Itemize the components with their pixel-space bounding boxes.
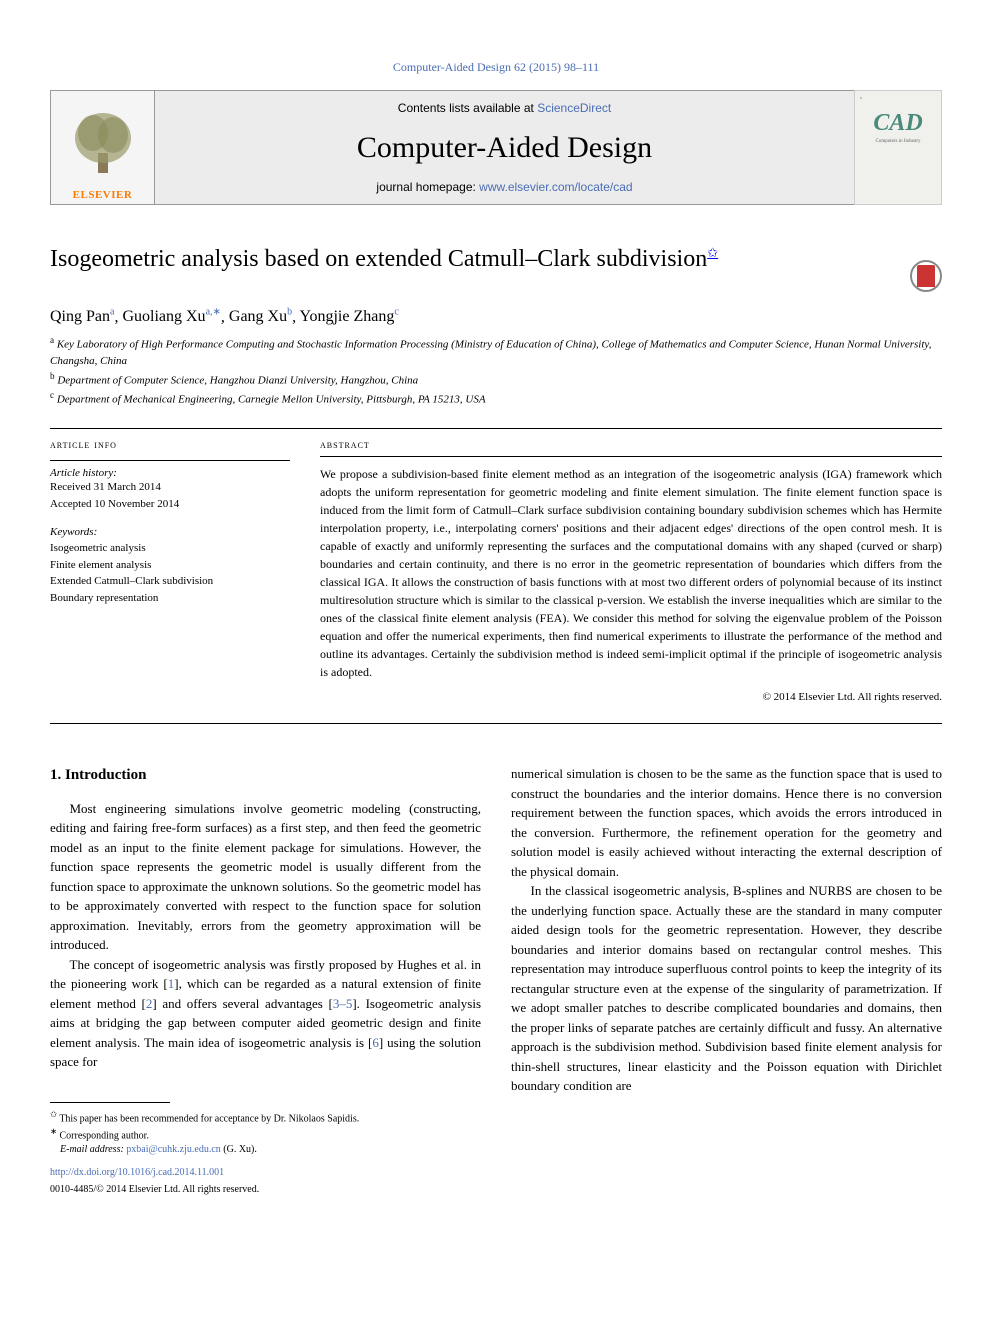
footnote: ∗ Corresponding author. [50, 1126, 481, 1143]
body-paragraph: Most engineering simulations involve geo… [50, 799, 481, 955]
footnote-email: E-mail address: pxbai@cuhk.zju.edu.cn (G… [50, 1143, 481, 1157]
divider [50, 428, 942, 429]
cad-cover-logo: CAD [873, 110, 922, 137]
homepage-line: journal homepage: www.elsevier.com/locat… [376, 180, 632, 194]
history-dates: Received 31 March 2014 Accepted 10 Novem… [50, 479, 290, 512]
header-center: Contents lists available at ScienceDirec… [155, 90, 854, 205]
abstract-text: We propose a subdivision-based finite el… [320, 465, 942, 681]
author: Qing Pana [50, 308, 114, 325]
authors-list: Qing Pana, Guoliang Xua,∗, Gang Xub, Yon… [50, 307, 942, 326]
crossmark-icon[interactable] [910, 260, 942, 292]
contents-available-line: Contents lists available at ScienceDirec… [398, 101, 611, 115]
journal-header-box: ELSEVIER Contents lists available at Sci… [50, 90, 942, 205]
article-title: Isogeometric analysis based on extended … [50, 245, 718, 273]
body-paragraph: In the classical isogeometric analysis, … [511, 881, 942, 1096]
divider [50, 723, 942, 724]
article-info-heading: article info [50, 437, 290, 452]
body-columns: 1. Introduction Most engineering simulat… [50, 764, 942, 1197]
homepage-link[interactable]: www.elsevier.com/locate/cad [479, 180, 632, 194]
keywords-list: Isogeometric analysis Finite element ana… [50, 540, 290, 606]
citation-header: Computer-Aided Design 62 (2015) 98–111 [50, 60, 942, 75]
section-heading: 1. Introduction [50, 764, 481, 787]
elsevier-logo: ELSEVIER [50, 90, 155, 205]
doi-link[interactable]: http://dx.doi.org/10.1016/j.cad.2014.11.… [50, 1167, 224, 1178]
citation-link[interactable]: Computer-Aided Design 62 (2015) 98–111 [393, 60, 599, 74]
doi-line: http://dx.doi.org/10.1016/j.cad.2014.11.… [50, 1165, 481, 1180]
abstract-column: abstract We propose a subdivision-based … [320, 437, 942, 703]
keywords-label: Keywords: [50, 526, 290, 538]
journal-title: Computer-Aided Design [357, 131, 652, 165]
copyright-footer: 0010-4485/© 2014 Elsevier Ltd. All right… [50, 1182, 481, 1197]
author: Yongjie Zhangc [300, 308, 399, 325]
body-paragraph: numerical simulation is chosen to be the… [511, 764, 942, 881]
abstract-heading: abstract [320, 437, 942, 452]
journal-cover-thumbnail: ▫ CAD Computers in Industry [854, 90, 942, 205]
citation-ref[interactable]: 3–5 [333, 996, 353, 1011]
article-info-column: article info Article history: Received 3… [50, 437, 290, 703]
corresponding-email[interactable]: pxbai@cuhk.zju.edu.cn [126, 1144, 220, 1155]
meta-abstract-row: article info Article history: Received 3… [50, 437, 942, 703]
title-footnote-marker[interactable]: ✩ [707, 245, 718, 260]
author: Guoliang Xua,∗ [122, 308, 220, 325]
affiliations: a Key Laboratory of High Performance Com… [50, 334, 942, 408]
sciencedirect-link[interactable]: ScienceDirect [537, 101, 611, 115]
body-paragraph: The concept of isogeometric analysis was… [50, 955, 481, 1072]
article-history-label: Article history: [50, 467, 290, 479]
elsevier-brand-text: ELSEVIER [73, 189, 133, 201]
article-title-row: Isogeometric analysis based on extended … [50, 245, 942, 292]
author: Gang Xub [229, 308, 292, 325]
footnotes: ✩ This paper has been recommended for ac… [50, 1102, 481, 1158]
left-column: 1. Introduction Most engineering simulat… [50, 764, 481, 1197]
right-column: numerical simulation is chosen to be the… [511, 764, 942, 1197]
abstract-copyright: © 2014 Elsevier Ltd. All rights reserved… [320, 691, 942, 703]
footnote: ✩ This paper has been recommended for ac… [50, 1109, 481, 1126]
